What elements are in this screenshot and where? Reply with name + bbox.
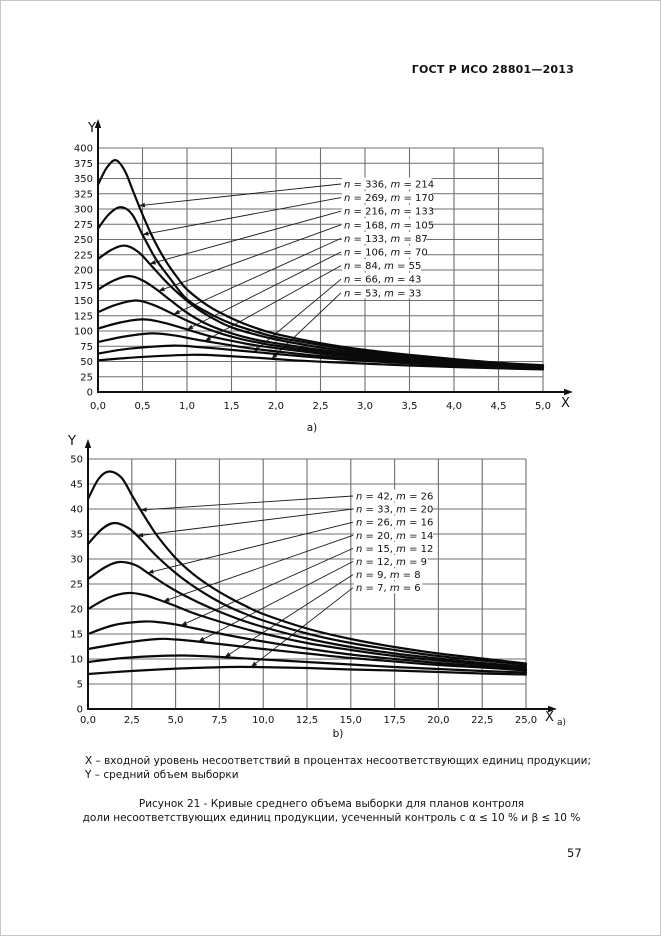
svg-text:0,0: 0,0 xyxy=(90,401,106,412)
svg-text:15,0: 15,0 xyxy=(340,715,362,726)
svg-text:n = 12, m = 9: n = 12, m = 9 xyxy=(356,557,427,568)
svg-text:n = 269, m = 170: n = 269, m = 170 xyxy=(344,193,434,204)
svg-text:X: X xyxy=(561,396,570,411)
svg-text:3,5: 3,5 xyxy=(402,401,418,412)
svg-text:375: 375 xyxy=(74,159,93,170)
svg-text:300: 300 xyxy=(74,205,93,216)
svg-text:25,0: 25,0 xyxy=(515,715,537,726)
svg-text:10,0: 10,0 xyxy=(252,715,274,726)
svg-text:n = 7, m = 6: n = 7, m = 6 xyxy=(356,583,421,594)
svg-text:n = 133, m = 87: n = 133, m = 87 xyxy=(344,234,428,245)
chart-a-figure: n = 336, m = 214 n = 269, m = 170 n = 216,… xyxy=(74,119,573,434)
svg-text:125: 125 xyxy=(74,311,93,322)
chart-b-figure: n = 42, m = 26 n = 33, m = 20 n = 26, m = … xyxy=(67,434,566,740)
svg-text:n = 33, m = 20: n = 33, m = 20 xyxy=(356,505,433,516)
svg-text:2,5: 2,5 xyxy=(313,401,329,412)
svg-text:50: 50 xyxy=(80,357,93,368)
svg-text:17,5: 17,5 xyxy=(383,715,405,726)
figure-caption-line2: доли несоответствующих единиц продукции,… xyxy=(82,812,581,824)
svg-text:175: 175 xyxy=(74,281,93,292)
svg-text:4,5: 4,5 xyxy=(491,401,507,412)
svg-text:20,0: 20,0 xyxy=(427,715,449,726)
svg-text:n = 168, m = 105: n = 168, m = 105 xyxy=(344,220,434,231)
svg-text:10: 10 xyxy=(70,655,83,666)
svg-text:a): a) xyxy=(307,422,318,434)
svg-text:40: 40 xyxy=(70,505,83,516)
svg-text:4,0: 4,0 xyxy=(446,401,462,412)
svg-text:400: 400 xyxy=(74,144,93,155)
svg-text:n = 9, m = 8: n = 9, m = 8 xyxy=(356,570,421,581)
svg-text:100: 100 xyxy=(74,327,93,338)
axis-legend: X – входной уровень несоответствий в про… xyxy=(85,755,591,782)
svg-text:75: 75 xyxy=(80,342,93,353)
svg-text:1,5: 1,5 xyxy=(224,401,240,412)
svg-text:n = 84, m = 55: n = 84, m = 55 xyxy=(344,261,421,272)
svg-text:25: 25 xyxy=(80,372,93,383)
svg-text:n = 53, m = 33: n = 53, m = 33 xyxy=(344,288,421,299)
svg-text:1,0: 1,0 xyxy=(179,401,195,412)
svg-text:50: 50 xyxy=(70,455,83,466)
svg-text:200: 200 xyxy=(74,266,93,277)
svg-text:3,0: 3,0 xyxy=(357,401,373,412)
svg-text:150: 150 xyxy=(74,296,93,307)
svg-text:5,0: 5,0 xyxy=(535,401,551,412)
svg-text:20: 20 xyxy=(70,605,83,616)
svg-text:a): a) xyxy=(557,718,566,728)
page-number: 57 xyxy=(567,846,582,860)
svg-text:n = 66, m = 43: n = 66, m = 43 xyxy=(344,275,421,286)
svg-text:X: X xyxy=(545,710,554,725)
svg-text:5,0: 5,0 xyxy=(168,715,184,726)
document-header: ГОСТ Р ИСО 28801—2013 xyxy=(411,63,574,76)
svg-text:250: 250 xyxy=(74,235,93,246)
svg-text:2,0: 2,0 xyxy=(268,401,284,412)
svg-text:275: 275 xyxy=(74,220,93,231)
svg-text:12,5: 12,5 xyxy=(296,715,318,726)
figure-caption-line1: Рисунок 21 - Кривые среднего объема выбо… xyxy=(138,798,525,810)
axis-legend-x: X – входной уровень несоответствий в про… xyxy=(85,755,591,767)
svg-text:25: 25 xyxy=(70,580,83,591)
svg-text:325: 325 xyxy=(74,189,93,200)
svg-text:7,5: 7,5 xyxy=(211,715,227,726)
svg-text:n = 26, m = 16: n = 26, m = 16 xyxy=(356,518,433,529)
svg-text:Y: Y xyxy=(67,434,76,449)
svg-text:n = 15, m = 12: n = 15, m = 12 xyxy=(356,544,433,555)
svg-text:45: 45 xyxy=(70,480,83,491)
svg-text:350: 350 xyxy=(74,174,93,185)
axis-legend-y: Y – средний объем выборки xyxy=(85,768,239,781)
svg-text:30: 30 xyxy=(70,555,83,566)
svg-text:0: 0 xyxy=(77,705,83,716)
svg-text:0,0: 0,0 xyxy=(80,715,96,726)
svg-text:2,5: 2,5 xyxy=(124,715,140,726)
svg-text:35: 35 xyxy=(70,530,83,541)
svg-text:n = 42, m = 26: n = 42, m = 26 xyxy=(356,492,433,503)
svg-text:n = 216, m = 133: n = 216, m = 133 xyxy=(344,207,434,218)
svg-text:225: 225 xyxy=(74,250,93,261)
svg-text:22,5: 22,5 xyxy=(471,715,493,726)
svg-text:n = 20, m = 14: n = 20, m = 14 xyxy=(356,531,433,542)
svg-text:n = 106, m = 70: n = 106, m = 70 xyxy=(344,248,428,259)
svg-text:5: 5 xyxy=(77,680,83,691)
svg-text:Y: Y xyxy=(87,121,96,136)
svg-text:15: 15 xyxy=(70,630,83,641)
svg-text:b): b) xyxy=(333,728,344,740)
figure-caption: Рисунок 21 - Кривые среднего объема выбо… xyxy=(1,797,660,825)
svg-text:n = 336, m = 214: n = 336, m = 214 xyxy=(344,180,434,191)
svg-text:0: 0 xyxy=(87,388,93,399)
svg-text:0,5: 0,5 xyxy=(135,401,151,412)
